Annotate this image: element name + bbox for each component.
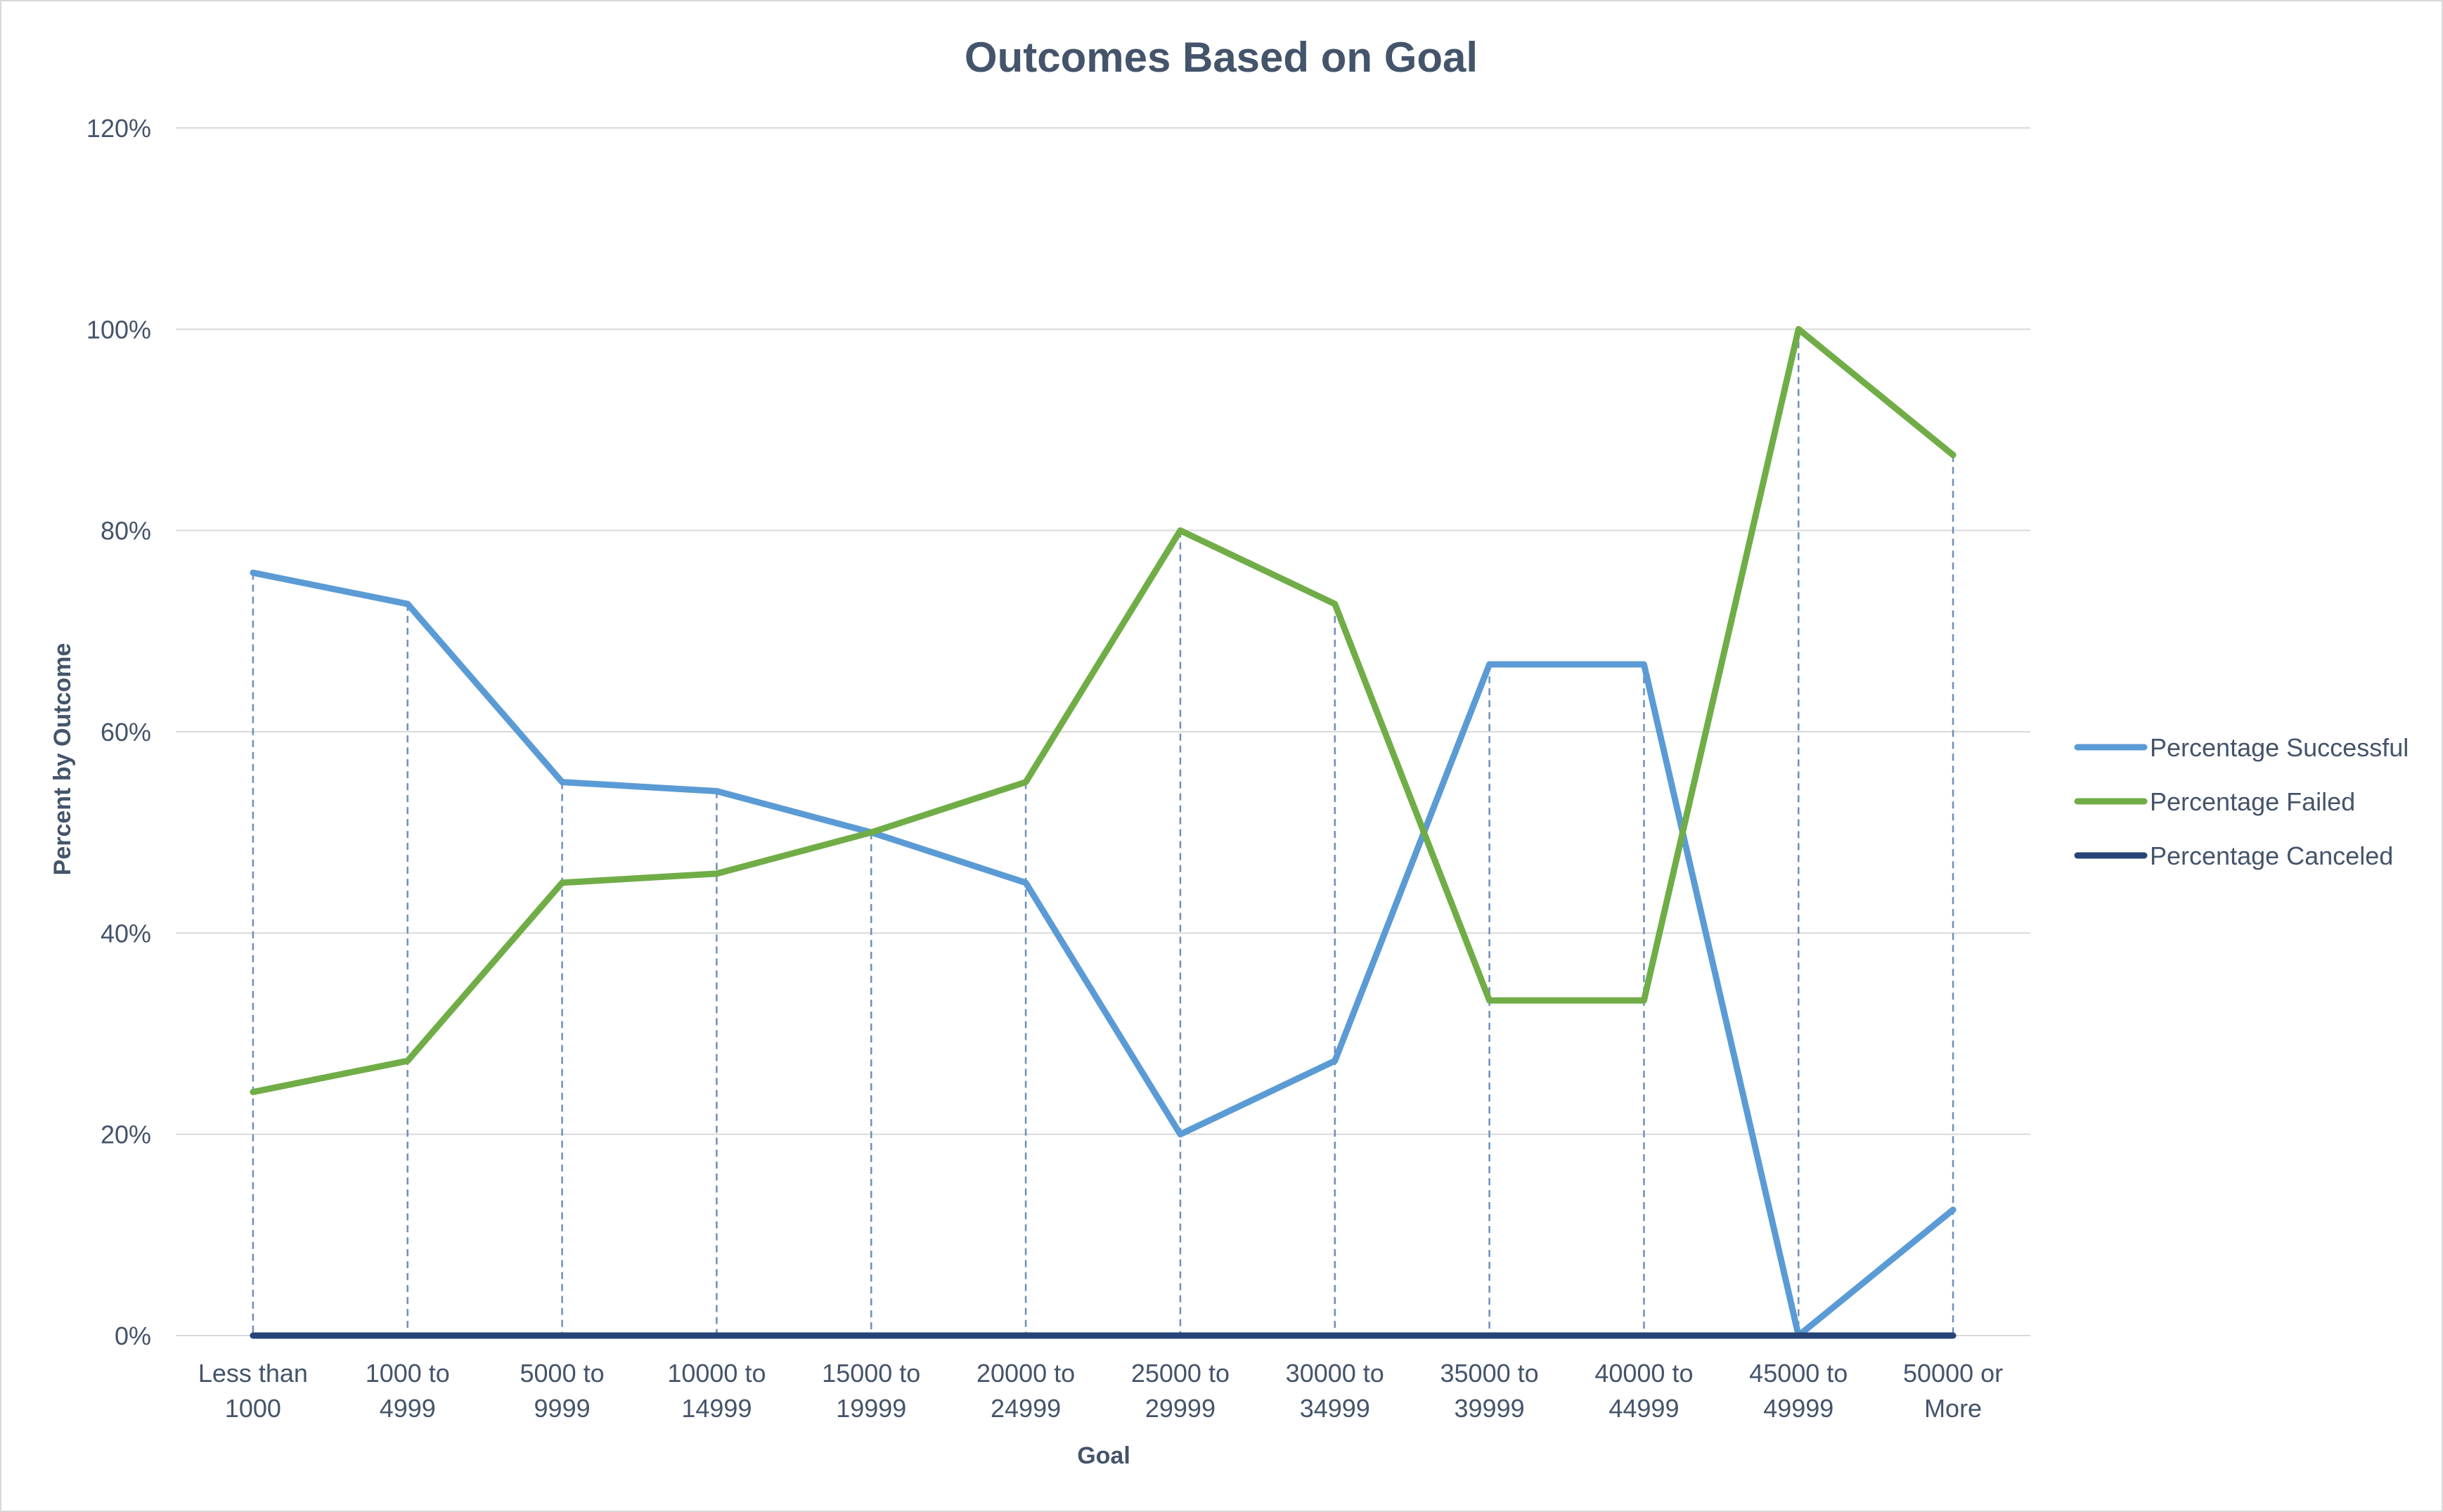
- y-tick-label: 60%: [101, 718, 151, 747]
- y-tick-label: 100%: [86, 315, 151, 344]
- series-line-percentage-failed: [250, 325, 1957, 1095]
- series-lines: [250, 325, 1957, 1339]
- legend: Percentage Successful Percentage Failed Pe…: [2074, 733, 2409, 870]
- x-tick-label: 30000 to 34999: [1286, 1359, 1384, 1423]
- y-tick-label: 20%: [101, 1120, 151, 1149]
- x-tick-label: 40000 to 44999: [1594, 1359, 1693, 1423]
- x-tick-label: 35000 to 39999: [1440, 1359, 1539, 1423]
- y-tick-label: 0%: [115, 1322, 151, 1350]
- legend-label: Percentage Canceled: [2150, 841, 2393, 870]
- x-tick-label: 45000 to 49999: [1749, 1359, 1848, 1423]
- x-axis-title: Goal: [1077, 1442, 1130, 1469]
- y-axis-ticks: 0% 20% 40% 60% 80% 100% 120%: [86, 114, 151, 1350]
- y-axis-title: Percent by Outcome: [49, 643, 76, 876]
- x-tick-label: 50000 or More: [1903, 1359, 2003, 1423]
- x-tick-label: 10000 to 14999: [667, 1359, 766, 1423]
- legend-label: Percentage Successful: [2150, 733, 2409, 762]
- y-tick-label: 120%: [86, 114, 151, 143]
- x-tick-label: Less than 1000: [198, 1359, 308, 1423]
- y-tick-label: 40%: [101, 919, 151, 948]
- x-tick-label: 20000 to 24999: [976, 1359, 1075, 1423]
- x-tick-label: 15000 to 19999: [822, 1359, 920, 1423]
- legend-label: Percentage Failed: [2150, 787, 2355, 816]
- x-tick-label: 25000 to 29999: [1131, 1359, 1230, 1423]
- y-tick-label: 80%: [101, 517, 151, 545]
- chart-title: Outcomes Based on Goal: [965, 34, 1478, 81]
- drop-lines: [252, 329, 1954, 1336]
- x-tick-label: 1000 to 4999: [366, 1359, 450, 1423]
- series-line-percentage-successful: [250, 569, 1957, 1339]
- x-tick-label: 5000 to 9999: [520, 1359, 605, 1423]
- x-axis-ticks: Less than 1000 1000 to 4999 5000 to 9999 10000…: [198, 1359, 2003, 1423]
- gridlines: [176, 127, 2030, 1336]
